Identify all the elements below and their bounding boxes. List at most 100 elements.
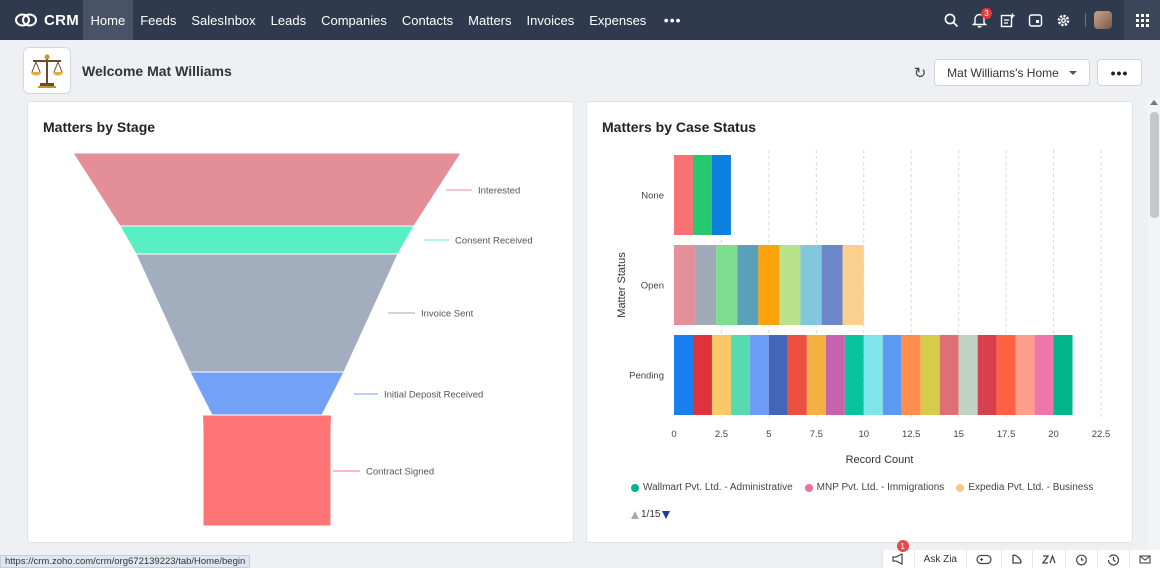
funnel-segment[interactable]	[119, 225, 415, 255]
scroll-up-icon[interactable]	[1150, 100, 1158, 105]
funnel-stage-label: Contract Signed	[366, 467, 434, 478]
nav-tab-salesinbox[interactable]: SalesInbox	[191, 12, 256, 28]
bar-segment[interactable]	[695, 245, 717, 325]
bar-segment[interactable]	[825, 335, 845, 415]
bar-segment[interactable]	[920, 335, 940, 415]
announcement-icon[interactable]: 1	[881, 540, 914, 568]
scrollbar-thumb[interactable]	[1150, 112, 1159, 218]
nav-tab-feeds[interactable]: Feeds	[140, 12, 177, 28]
bar-segment[interactable]	[800, 245, 822, 325]
x-tick-label: 2.5	[715, 429, 728, 440]
bar-segment[interactable]	[1034, 335, 1054, 415]
funnel-segment[interactable]	[189, 371, 345, 416]
legend-swatch	[804, 483, 813, 492]
bar-segment[interactable]	[844, 335, 864, 415]
signal-icon[interactable]	[1001, 550, 1032, 568]
funnel-segment[interactable]	[72, 152, 462, 227]
funnel-segment[interactable]	[135, 253, 399, 373]
user-avatar[interactable]	[1094, 11, 1112, 29]
nav-tab-matters[interactable]: Matters	[468, 12, 512, 28]
funnel-chart: Interested Consent Received Invoice Sent In…	[72, 152, 533, 527]
gamepad-icon[interactable]	[966, 550, 1001, 568]
home-view-select[interactable]: Mat Williams's Home	[934, 59, 1090, 86]
nav-tab-contacts[interactable]: Contacts	[401, 12, 454, 28]
x-tick-label: 15	[953, 429, 964, 440]
y-category-label: None	[641, 191, 664, 202]
bar-segment[interactable]	[730, 335, 750, 415]
bar-segment[interactable]	[758, 245, 780, 325]
chevron-down-icon	[1068, 70, 1077, 75]
bar-segment[interactable]	[958, 335, 978, 415]
more-options-button[interactable]: •••	[1097, 59, 1142, 86]
zia-icon[interactable]	[1032, 550, 1065, 568]
ask-zia-button[interactable]: Ask Zia	[913, 550, 966, 568]
nav-more-button[interactable]: •••	[663, 12, 682, 28]
bar-segment[interactable]	[674, 335, 693, 415]
nav-tab-expenses[interactable]: Expenses	[589, 12, 647, 28]
matters-by-stage-card: Matters by Stage Interested Consent Recei…	[27, 101, 574, 543]
bar-segment[interactable]	[821, 245, 843, 325]
bar-segment[interactable]	[674, 155, 693, 235]
nav-tab-companies[interactable]: Companies	[321, 12, 387, 28]
y-axis-title: Matter Status	[616, 252, 628, 318]
bar-segment[interactable]	[674, 245, 696, 325]
bar-segment[interactable]	[692, 335, 712, 415]
history-icon[interactable]	[1097, 550, 1129, 568]
brand[interactable]: CRM	[14, 0, 79, 40]
funnel-segment[interactable]	[201, 414, 333, 527]
bar-segment[interactable]	[768, 335, 788, 415]
calendar-icon[interactable]	[1021, 0, 1049, 40]
legend-item[interactable]: MNP Pvt. Ltd. - Immigrations	[804, 482, 945, 493]
bar-segment[interactable]	[863, 335, 883, 415]
bar-segment[interactable]	[996, 335, 1016, 415]
create-record-icon[interactable]	[993, 0, 1021, 40]
apps-grid-icon[interactable]	[1124, 0, 1160, 40]
nav-tab-home[interactable]: Home	[83, 0, 133, 40]
bar-segment[interactable]	[716, 245, 738, 325]
settings-gear-icon[interactable]	[1049, 0, 1077, 40]
bar-segment[interactable]	[806, 335, 826, 415]
bar-segment[interactable]	[1053, 335, 1073, 415]
bar-segment[interactable]	[977, 335, 997, 415]
pager-prev-icon[interactable]	[631, 510, 639, 519]
funnel-stage-label: Consent Received	[455, 236, 533, 247]
notifications-bell-icon[interactable]: 3	[965, 0, 993, 40]
legend-label: Wallmart Pvt. Ltd. - Administrative	[643, 482, 793, 493]
org-logo	[23, 47, 71, 94]
bar-segment[interactable]	[692, 155, 712, 235]
card-title: Matters by Stage	[43, 119, 156, 135]
bar-segment[interactable]	[711, 335, 731, 415]
mailbox-icon[interactable]	[1129, 550, 1160, 568]
bar-segment[interactable]	[749, 335, 769, 415]
x-tick-label: 5	[766, 429, 771, 440]
bar-segment[interactable]	[901, 335, 921, 415]
brand-name: CRM	[44, 11, 80, 29]
crm-logo-icon	[14, 12, 38, 28]
bar-segment[interactable]	[842, 245, 864, 325]
bar-segment[interactable]	[779, 245, 801, 325]
bar-segment[interactable]	[711, 155, 731, 235]
legend-item[interactable]: Expedia Pvt. Ltd. - Business	[956, 482, 1093, 493]
pager-next-icon[interactable]	[662, 510, 671, 519]
x-tick-label: 22.5	[1092, 429, 1111, 440]
x-tick-label: 20	[1048, 429, 1059, 440]
nav-toolbar: 3	[937, 0, 1160, 40]
funnel-stage-label: Invoice Sent	[421, 309, 474, 320]
bar-segment[interactable]	[737, 245, 759, 325]
search-icon[interactable]	[937, 0, 965, 40]
nav-tab-invoices[interactable]: Invoices	[526, 12, 575, 28]
welcome-title: Welcome Mat Williams	[82, 63, 232, 79]
alarm-clock-icon[interactable]	[1065, 550, 1097, 568]
nav-tab-leads[interactable]: Leads	[270, 12, 307, 28]
bar-segment[interactable]	[939, 335, 959, 415]
bar-segment[interactable]	[787, 335, 807, 415]
x-tick-label: 12.5	[902, 429, 921, 440]
x-tick-label: 10	[858, 429, 869, 440]
scales-of-justice-icon	[27, 51, 67, 91]
bar-segment[interactable]	[882, 335, 902, 415]
legend-label: MNP Pvt. Ltd. - Immigrations	[816, 482, 945, 493]
home-view-label: Mat Williams's Home	[947, 65, 1059, 80]
legend-item[interactable]: Wallmart Pvt. Ltd. - Administrative	[631, 482, 793, 493]
bar-segment[interactable]	[1015, 335, 1035, 415]
refresh-icon[interactable]: ↻	[913, 65, 927, 82]
